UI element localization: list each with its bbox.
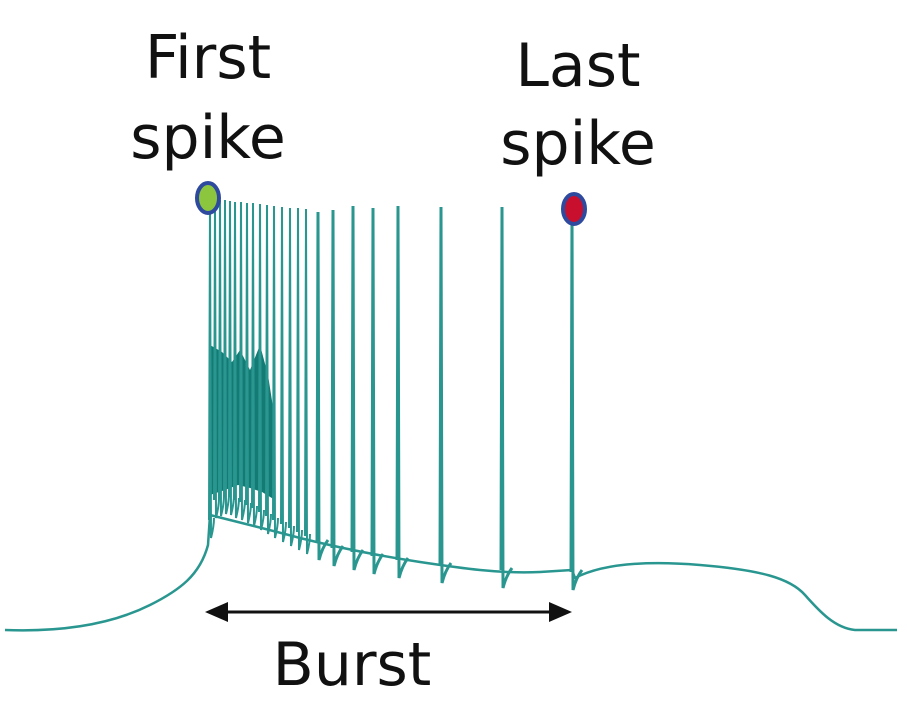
first-spike-label-line1: First bbox=[145, 23, 271, 93]
spike bbox=[245, 202, 252, 524]
spike bbox=[395, 205, 410, 579]
last-spike-label-line2: spike bbox=[500, 109, 656, 179]
spike bbox=[213, 199, 220, 519]
spike bbox=[233, 201, 240, 519]
spike bbox=[280, 206, 287, 543]
spike bbox=[218, 199, 225, 517]
spike bbox=[350, 205, 365, 571]
spike bbox=[304, 208, 311, 555]
first-spike-marker bbox=[195, 181, 221, 215]
spike bbox=[296, 207, 303, 551]
first-spike-label-line2: spike bbox=[130, 103, 286, 173]
spike bbox=[251, 202, 258, 527]
spike bbox=[258, 203, 265, 531]
burst-label: Burst bbox=[273, 630, 432, 700]
spike bbox=[265, 204, 272, 535]
arrow-left-head bbox=[205, 602, 228, 622]
spike bbox=[288, 207, 295, 547]
spike bbox=[438, 206, 453, 584]
spike bbox=[499, 206, 514, 589]
spike bbox=[370, 207, 385, 575]
arrow-right-head bbox=[549, 602, 572, 622]
spike bbox=[315, 211, 330, 561]
spike bbox=[330, 209, 345, 567]
burst-arrow bbox=[205, 602, 572, 622]
last-spike-label-line1: Last bbox=[516, 31, 641, 101]
spike bbox=[569, 211, 584, 591]
spike bbox=[272, 205, 279, 539]
last-spike-marker bbox=[561, 192, 587, 226]
spike bbox=[208, 199, 215, 539]
voltage-trace bbox=[4, 513, 897, 632]
spike bbox=[239, 201, 246, 521]
spike-train bbox=[208, 199, 584, 591]
